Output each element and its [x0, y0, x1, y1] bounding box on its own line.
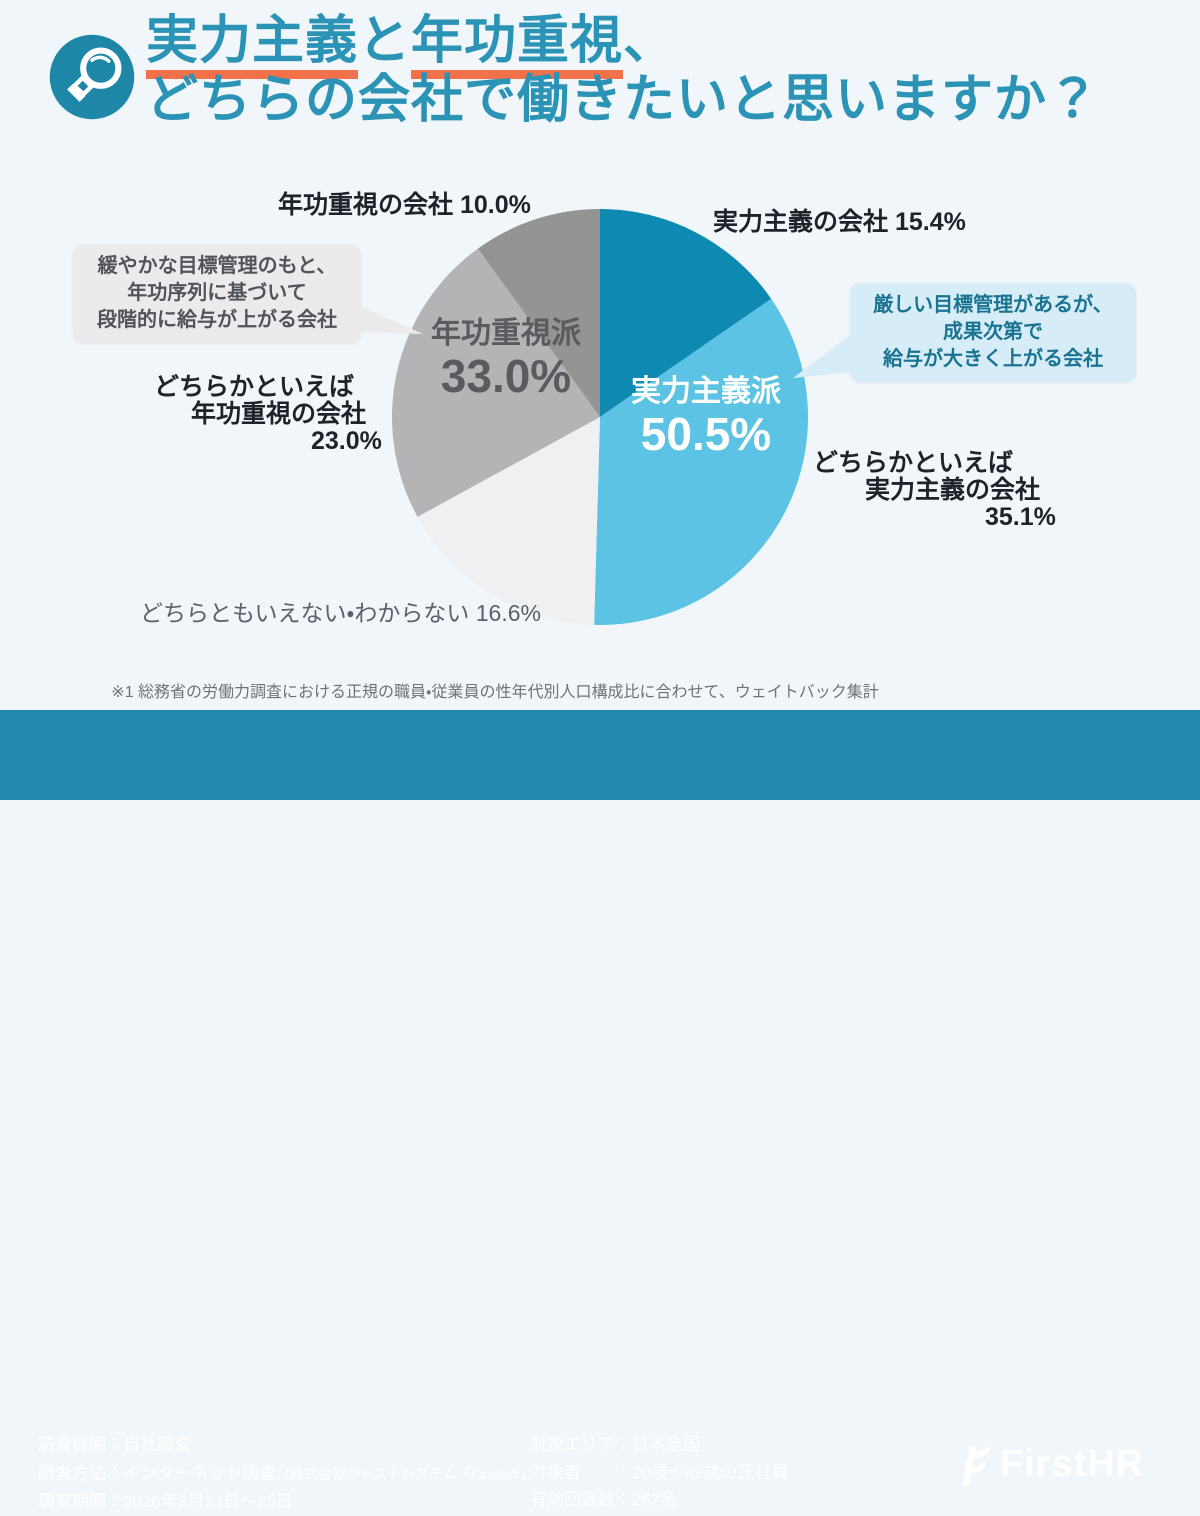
pie-label-rather-merit-pct: 35.1%	[985, 503, 1056, 531]
pie-slice-3	[392, 248, 600, 517]
pie-label-seniority: 年功重視の会社 10.0%	[278, 191, 531, 219]
title-word-seniority: 年功重視	[411, 12, 624, 79]
footer-survey-period: 調査期間：2026年3月23日〜25日	[38, 1492, 294, 1511]
pie-group-seniority-pct: 33.0%	[440, 350, 572, 402]
pie-slice-1	[594, 298, 809, 626]
callout-merit: 厳しい目標管理があるが、 成果次第で 給与が大きく上がる会社	[850, 283, 1136, 382]
pie-slice-4	[477, 209, 600, 417]
magnifier-icon	[49, 34, 135, 120]
pie-label-rather-seniority-pct: 23.0%	[311, 427, 382, 455]
pie-group-seniority: 年功重視派 33.0%	[431, 316, 581, 400]
pie-slice-2	[417, 417, 600, 625]
footer-target-info: 対象エリア：日本全国 対象者 ：20歳〜49歳の正社員 有効回答数：262名	[530, 1431, 789, 1514]
infographic-root: { "theme": { "page_bg": "#f0f6fa", "titl…	[0, 12, 1200, 1511]
pie-chart	[392, 209, 809, 626]
firsthr-logo-text: FirstHR	[1000, 1442, 1145, 1485]
footer-survey-org: 調査機関：自社調査	[38, 1435, 191, 1454]
callout-seniority: 緩やかな目標管理のもと、 年功序列に基づいて 段階的に給与が上がる会社	[73, 244, 361, 343]
pie-slice-0	[600, 209, 772, 417]
pie-group-merit-name: 実力主義派	[631, 375, 781, 408]
firsthr-logo: FirstHR	[948, 1439, 1144, 1489]
pie-label-merit: 実力主義の会社 15.4%	[713, 208, 966, 236]
footer-target-area: 対象エリア：日本全国	[530, 1435, 700, 1454]
footnote: ※1 総務省の労働力調査における正規の職員・従業員の性年代別人口構成比に合わせて…	[111, 684, 879, 701]
pie-group-seniority-name: 年功重視派	[431, 317, 581, 350]
pie-label-rather-seniority-line1: どちらかといえば	[154, 373, 355, 401]
footer-survey-method: 調査方法：インターネット調査（株式会社ジャストシステム「Fastask」）	[38, 1463, 541, 1483]
footer-valid-responses: 有効回答数：262名	[530, 1490, 678, 1509]
pie-label-rather-seniority-line2: 年功重視の会社	[191, 400, 367, 428]
page-title-line2: どちらの会社で働きたいと思いますか？	[146, 71, 1101, 129]
pie-group-merit: 実力主義派 50.5%	[631, 374, 781, 458]
page-title-line1: 実力主義と年功重視、	[146, 12, 1100, 79]
pie-label-rather-merit-line2: 実力主義の会社	[865, 476, 1041, 504]
pie-label-neither: どちらともいえない・わからない 16.6%	[140, 600, 541, 626]
footer-bar: 調査機関：自社調査 調査方法：インターネット調査（株式会社ジャストシステム「Fa…	[0, 710, 1200, 1511]
pie-group-merit-pct: 50.5%	[640, 408, 772, 460]
pie-label-rather-merit-line1: どちらかといえば	[813, 449, 1014, 477]
footer-survey-info: 調査機関：自社調査 調査方法：インターネット調査（株式会社ジャストシステム「Fa…	[38, 1431, 541, 1516]
title-word-merit: 実力主義	[146, 12, 359, 79]
footer-target-subjects: 対象者 ：20歳〜49歳の正社員	[530, 1462, 789, 1482]
page-title: 実力主義と年功重視、 どちらの会社で働きたいと思いますか？	[146, 12, 1100, 130]
firsthr-logo-icon	[961, 1445, 991, 1487]
